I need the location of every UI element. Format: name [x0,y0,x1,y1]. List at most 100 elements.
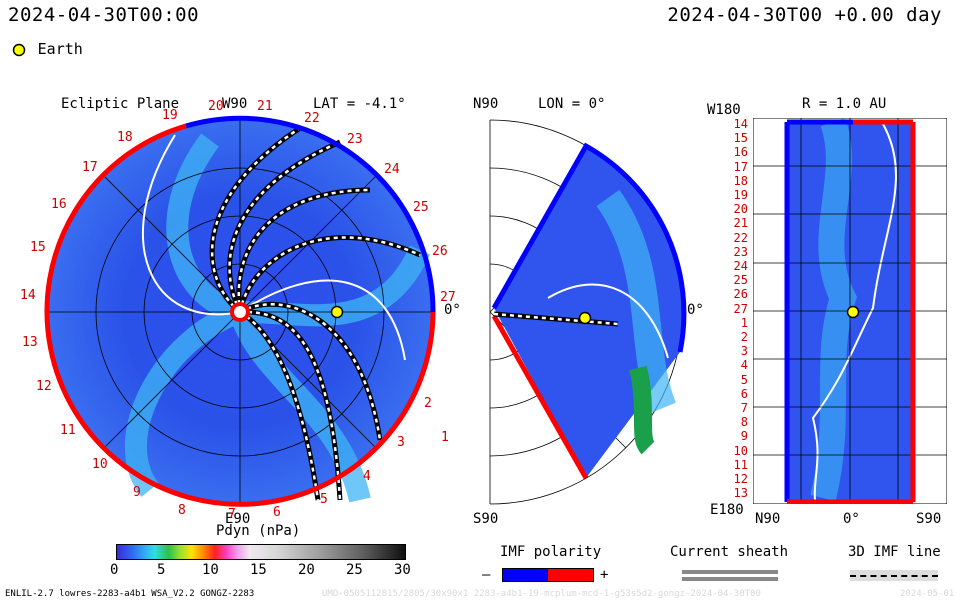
clock-number: 27 [440,290,456,305]
clock-number: 14 [20,288,36,303]
clock-number: 17 [82,160,98,175]
colorbar-title: Pdyn (nPa) [216,523,301,539]
meridional-plane-plot [489,119,687,505]
radial-row-label: 19 [733,188,748,203]
imf-line-swatch [850,570,938,581]
ecliptic-top-label: W90 [222,96,248,112]
colorbar-tick: 10 [202,562,219,578]
radial-row-label: 27 [733,301,748,316]
clock-number: 12 [36,379,52,394]
clock-number: 1 [441,430,449,445]
clock-number: 10 [92,457,108,472]
radial-row-label: 15 [733,131,748,146]
radial-x-mid: 0° [843,511,860,527]
radial-row-label: 9 [740,429,748,444]
earth-marker-icon [12,43,26,56]
radial-row-label: 2 [740,330,748,345]
header-right-date: 2024-04-30T00 +0.00 day [667,4,942,26]
clock-number: 3 [397,435,405,450]
imf-polarity-title: IMF polarity [500,544,602,560]
clock-number: 22 [304,111,320,126]
radial-row-label: 3 [740,344,748,359]
clock-number: 21 [257,99,273,114]
clock-number: 2 [424,396,432,411]
clock-number: 23 [347,132,363,147]
radial-row-label: 1 [740,315,748,330]
imf-polarity-minus: – [482,567,491,583]
colorbar-tick: 5 [157,562,166,578]
colorbar-tick: 25 [346,562,363,578]
colorbar-tick: 0 [110,562,119,578]
radial-row-label: 25 [733,273,748,288]
radial-x-right: S90 [916,511,942,527]
radial-row-label: 24 [733,259,748,274]
header-left-date: 2024-04-30T00:00 [8,4,200,26]
radial-row-label: 10 [733,443,748,458]
clock-number: 5 [320,492,328,507]
radial-row-label: 8 [740,415,748,430]
clock-number: 7 [228,507,236,522]
clock-number: 24 [384,162,400,177]
radial-row-label: 6 [740,386,748,401]
footer-run-id: UMD-0505112815/2805/30x90x1 2283-a4b1-19… [322,589,761,599]
colorbar-tick: 20 [298,562,315,578]
colorbar-tick: 30 [394,562,411,578]
radial-map-plot [753,118,947,504]
ecliptic-bottom-label: E90 [225,511,251,527]
radial-row-label: 26 [733,287,748,302]
radial-row-label: 12 [733,472,748,487]
radial-row-label: 16 [733,145,748,160]
radial-row-label: 20 [733,202,748,217]
ecliptic-plane-plot: 1 2 3 4 5 6 7 8 9 10 11 12 13 14 15 16 1… [20,99,456,522]
clock-number: 9 [133,485,141,500]
radial-top-label: W180 [707,102,741,118]
radial-row-label: 22 [733,230,748,245]
imf-polarity-bar-positive [547,568,594,582]
clock-number: 8 [178,503,186,518]
earth-legend-label: Earth [37,40,83,58]
ecliptic-right-label: 0° [444,302,461,318]
colorbar-tick: 15 [250,562,267,578]
earth-legend: Earth [12,39,83,58]
clock-number: 16 [51,197,67,212]
clock-number: 6 [273,505,281,520]
meridional-bottom-label: S90 [473,511,499,527]
clock-number: 26 [432,244,448,259]
radial-row-label: 11 [733,457,748,472]
radial-title: R = 1.0 AU [802,96,887,112]
radial-row-label: 14 [733,117,748,131]
colorbar [116,544,406,560]
ecliptic-clock-numbers: 1 2 3 4 5 6 7 8 9 10 11 12 13 14 15 16 1… [20,99,456,522]
radial-row-label: 13 [733,486,748,501]
radial-row-label: 5 [740,372,748,387]
radial-row-label: 7 [740,401,748,416]
radial-row-label: 23 [733,244,748,259]
ecliptic-title: Ecliptic Plane [61,96,180,112]
clock-number: 19 [162,108,178,123]
radial-x-left: N90 [755,511,781,527]
clock-number: 11 [60,423,76,438]
ecliptic-earth-marker [330,305,344,319]
meridional-lon-label: LON = 0° [538,96,606,112]
clock-number: 15 [30,240,46,255]
current-sheath-swatch [682,570,778,581]
current-sheath-title: Current sheath [670,544,789,560]
radial-row-label: 4 [740,358,748,373]
radial-row-label: 21 [733,216,748,231]
radial-bottom-label: E180 [710,502,744,518]
clock-number: 18 [117,130,133,145]
footer-model: ENLIL-2.7 lowres-2283-a4b1 WSA_V2.2 GONG… [5,589,255,599]
radial-row-label: 17 [733,159,748,174]
clock-number: 25 [413,200,429,215]
radial-row-label: 18 [733,173,748,188]
clock-number: 13 [22,335,38,350]
footer-right-date: 2024-05-01 [900,589,955,599]
imf-polarity-bar-negative [502,568,549,582]
meridional-right-label: 0° [687,302,704,318]
ecliptic-lat-label: LAT = -4.1° [313,96,406,112]
imf-line-title: 3D IMF line [848,544,941,560]
imf-polarity-plus: + [600,567,609,583]
clock-number: 4 [363,469,371,484]
meridional-top-label: N90 [473,96,499,112]
radial-row-labels: 14 15 16 17 18 19 20 21 22 23 24 25 26 27 1 2 3 4 5 6 7 8 9 10 1… [722,117,748,500]
